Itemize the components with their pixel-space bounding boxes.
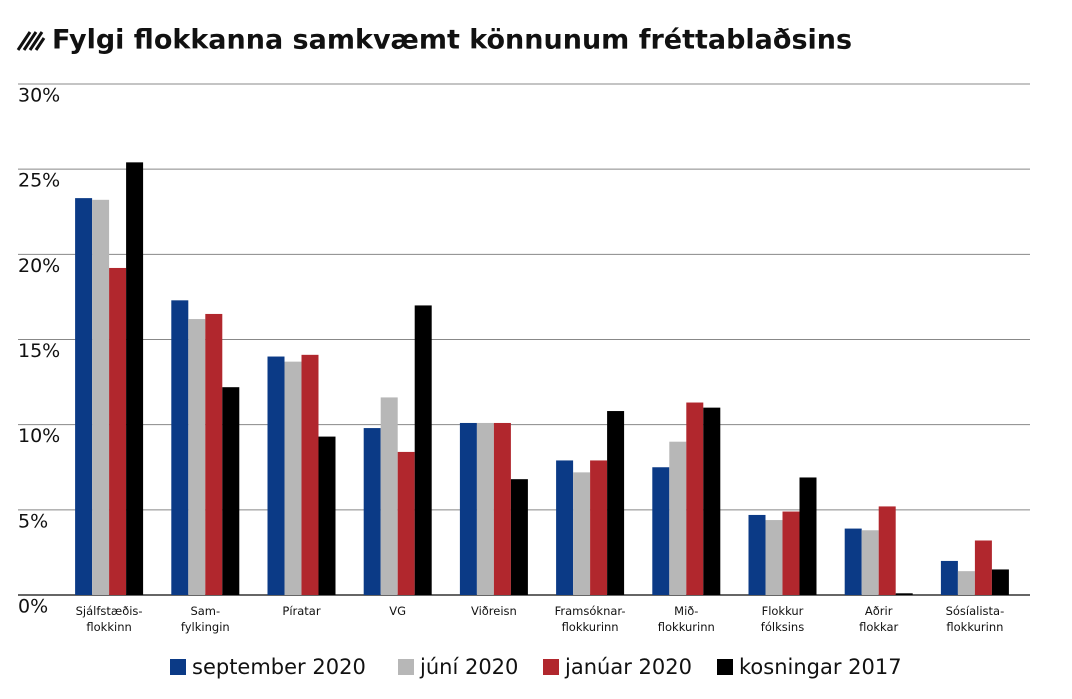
bar <box>92 199 110 595</box>
x-tick-label: Aðrir flokkar <box>859 604 898 634</box>
bar <box>607 411 625 595</box>
y-tick-label: 15% <box>18 340 60 362</box>
y-tick-label: 25% <box>18 170 60 192</box>
bar <box>510 479 528 595</box>
bar <box>171 300 189 595</box>
bar <box>284 361 302 595</box>
legend-swatch <box>398 659 414 675</box>
title-icon <box>16 31 46 51</box>
bar <box>414 305 432 595</box>
legend-swatch <box>717 659 733 675</box>
bar <box>590 460 608 595</box>
bar <box>493 422 511 595</box>
bar <box>895 593 913 595</box>
legend-label: september 2020 <box>192 655 366 679</box>
x-tick-label: VG <box>389 604 406 618</box>
x-tick-label: Sjálfstæðis-flokkinn <box>76 604 143 634</box>
bar <box>459 422 477 595</box>
bar <box>799 477 817 595</box>
bar <box>782 511 800 595</box>
bar <box>267 356 285 595</box>
bar <box>75 198 93 595</box>
bar <box>652 467 670 595</box>
legend-label: kosningar 2017 <box>739 655 902 679</box>
bar <box>556 460 574 595</box>
x-tick-label: Mið-flokkurinn <box>658 604 715 634</box>
bar <box>222 387 240 595</box>
bar <box>844 528 862 595</box>
bar <box>748 514 766 595</box>
bar <box>765 520 783 595</box>
legend-swatch <box>543 659 559 675</box>
x-tick-label: Flokkur fólksins <box>761 604 804 634</box>
bar <box>188 319 206 595</box>
bar <box>380 397 398 595</box>
x-tick-label: Framsóknar-flokkurinn <box>555 604 626 634</box>
bar <box>703 407 721 595</box>
bar <box>109 267 127 595</box>
bar <box>476 422 494 595</box>
y-tick-label: 20% <box>18 255 60 277</box>
x-tick-label: Sam-fylkingin <box>181 604 230 634</box>
bar <box>878 506 896 595</box>
bar <box>573 472 591 595</box>
y-tick-label: 10% <box>18 425 60 447</box>
y-tick-label: 0% <box>18 596 48 618</box>
bar <box>957 571 975 595</box>
bar <box>363 428 381 595</box>
bar <box>861 530 879 595</box>
y-tick-label: 5% <box>18 510 48 532</box>
x-tick-label: Píratar <box>282 604 320 618</box>
legend-label: janúar 2020 <box>564 655 692 679</box>
bar <box>301 354 319 595</box>
chart-title: Fylgi flokkanna samkvæmt könnunum frétta… <box>52 25 852 56</box>
bar <box>940 560 958 595</box>
bar <box>318 436 336 595</box>
legend-swatch <box>170 659 186 675</box>
x-tick-label: Viðreisn <box>471 604 517 618</box>
legend-label: júní 2020 <box>419 655 518 679</box>
bar <box>126 162 144 595</box>
bar <box>205 313 223 595</box>
bar <box>974 540 992 595</box>
bar <box>991 569 1009 595</box>
bar <box>397 451 415 595</box>
bar <box>686 402 704 595</box>
y-tick-label: 30% <box>18 85 60 107</box>
bar <box>669 441 687 595</box>
x-tick-label: Sósíalista-flokkurinn <box>946 604 1005 634</box>
